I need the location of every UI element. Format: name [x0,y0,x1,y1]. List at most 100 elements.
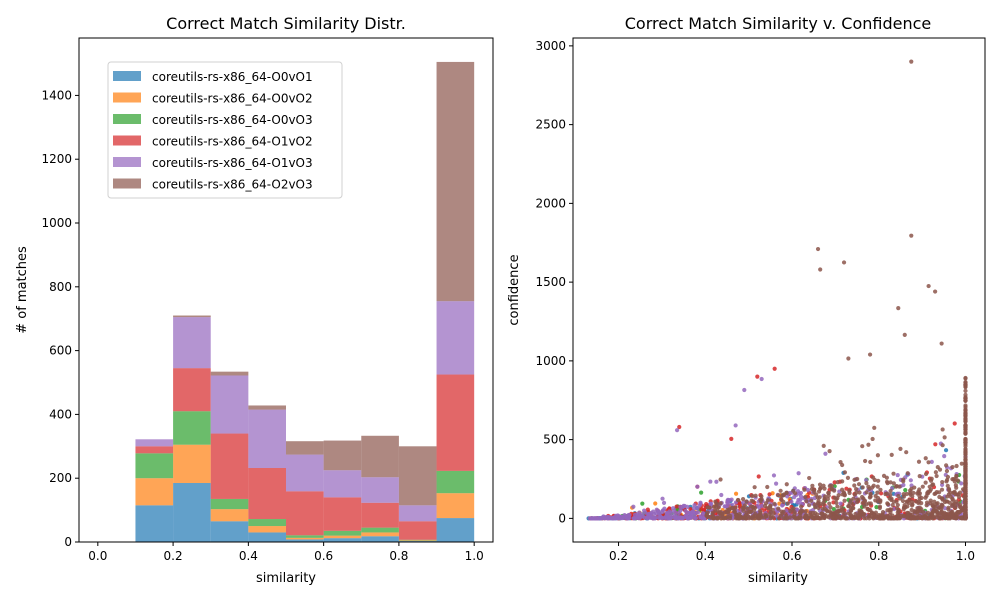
scatter-point [748,509,753,515]
scatter-title: Correct Match Similarity v. Confidence [625,14,931,33]
histogram-bar [135,453,174,479]
scatter-point [895,506,900,511]
scatter-point [927,484,932,489]
scatter-point [862,498,867,503]
scatter-point [815,246,821,252]
scatter-point [684,513,689,519]
scatter-point [678,504,683,510]
scatter-point [758,498,763,504]
x-tick-label: 0.6 [782,549,801,563]
scatter-point [878,491,884,496]
histogram-bar [210,433,249,499]
histogram-y-ticks: 0 200 400 600 800 1000 1200 1400 [41,88,79,549]
scatter-point [722,516,727,521]
scatter-point [901,494,907,499]
scatter-point [707,505,712,510]
scatter-point [673,510,678,515]
scatter-point [898,496,903,501]
y-tick-label: 3000 [535,39,566,53]
scatter-point [713,504,719,510]
scatter-point [855,497,860,502]
scatter-point [915,491,920,496]
x-tick-label: 0.4 [239,549,258,563]
scatter-point [695,484,700,489]
scatter-point [808,510,813,515]
scatter-point [683,508,688,514]
scatter-point [778,488,783,493]
scatter-point [718,501,723,506]
scatter-point [662,506,667,511]
legend-swatch [113,157,141,167]
scatter-point [954,474,959,479]
histogram-bar [323,470,362,498]
scatter-point [661,500,667,506]
scatter-point [837,515,842,520]
histogram-bar [361,532,399,537]
histogram-bar [286,454,324,492]
scatter-point [963,425,968,430]
scatter-point [952,421,957,426]
scatter-point [894,483,899,489]
scatter-point [729,436,734,441]
legend-label: coreutils-rs-x86_64-O0vO2 [152,92,313,106]
legend-label: coreutils-rs-x86_64-O0vO3 [152,113,313,127]
scatter-point [771,473,777,478]
scatter-point [640,501,645,506]
scatter-point [756,474,761,479]
scatter-point [667,509,672,514]
scatter-point [822,496,827,501]
scatter-point [710,513,716,519]
scatter-point [917,474,922,479]
scatter-point [850,501,856,507]
scatter-point [846,356,851,361]
scatter-point [951,490,956,495]
scatter-point [948,490,953,495]
scatter-point [824,508,829,513]
scatter-point [718,477,723,482]
scatter-point [926,283,931,289]
scatter-point [865,506,870,512]
scatter-point [898,446,903,451]
scatter-point [841,260,847,265]
scatter-point [785,501,790,506]
scatter-point [891,481,896,486]
histogram-bar [173,482,211,542]
scatter-point [873,493,878,499]
scatter-point [953,499,959,504]
scatter-point [963,375,968,381]
scatter-point [753,516,758,521]
scatter-point [866,442,871,447]
scatter-point [887,496,892,501]
scatter-point [956,494,962,499]
scatter-point [889,452,894,457]
scatter-point [877,505,882,511]
y-tick-label: 1000 [41,216,72,230]
scatter-point [674,428,680,433]
histogram-bar [135,439,174,447]
scatter-point [923,516,928,521]
scatter-point [945,474,951,480]
scatter-point [884,479,890,484]
scatter-point [904,515,910,520]
scatter-point [817,482,823,487]
scatter-point [709,501,714,506]
scatter-point [917,507,922,512]
scatter-point [864,490,869,495]
scatter-point [933,491,938,496]
scatter-point [848,508,854,513]
scatter-point [920,484,925,489]
scatter-point [920,516,925,521]
scatter-point [838,460,843,465]
scatter-point [698,506,704,511]
scatter-point [784,490,789,495]
scatter-point [911,516,916,521]
scatter-point [749,498,754,503]
scatter-point [649,510,654,516]
scatter-point [903,488,908,493]
scatter-x-label: similarity [748,571,808,586]
scatter-point [602,516,607,521]
scatter-point [963,492,968,497]
histogram-bar [361,477,399,503]
scatter-point [772,366,777,371]
scatter-point [817,486,823,491]
